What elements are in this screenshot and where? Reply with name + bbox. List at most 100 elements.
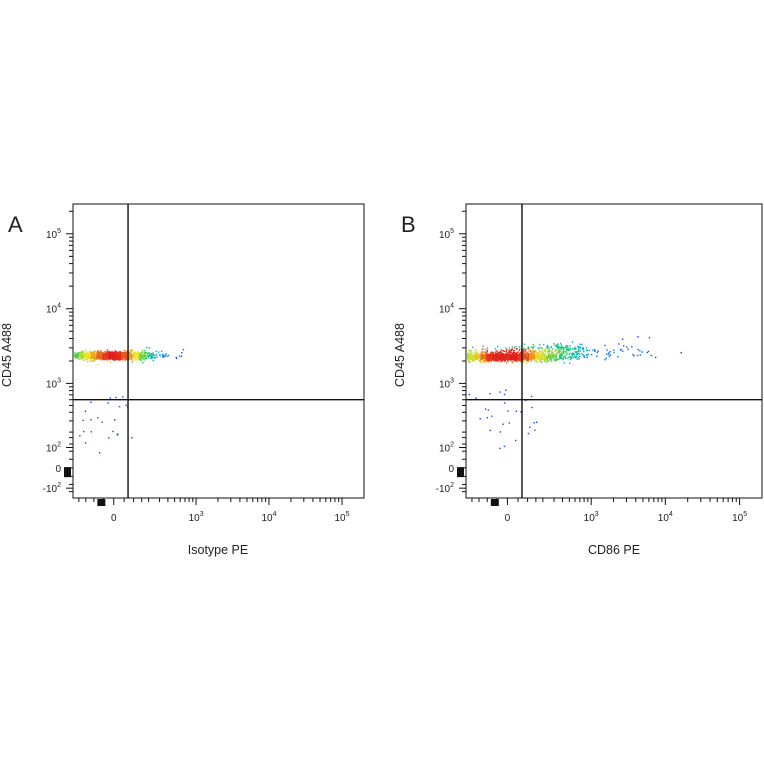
event-dot xyxy=(554,358,557,360)
event-dot xyxy=(116,358,118,361)
event-dot xyxy=(522,357,524,359)
event-dot xyxy=(515,358,518,360)
event-dot xyxy=(556,357,558,360)
event-dot xyxy=(492,354,494,356)
event-dot xyxy=(150,357,152,359)
event-dot xyxy=(495,354,497,356)
x-axis-title: CD86 PE xyxy=(588,543,640,557)
event-dot xyxy=(545,356,547,358)
event-dot xyxy=(95,352,97,354)
event-dot xyxy=(118,355,120,357)
event-dot xyxy=(533,354,535,356)
event-dot xyxy=(116,356,118,358)
x-axis-title: Isotype PE xyxy=(188,543,248,557)
event-dot xyxy=(579,355,581,358)
event-dot xyxy=(118,352,120,355)
event-dot xyxy=(569,345,571,347)
event-dot xyxy=(569,358,571,361)
event-dot xyxy=(475,397,477,399)
event-dot xyxy=(84,352,86,354)
event-dot xyxy=(114,354,116,356)
event-dot xyxy=(499,356,501,359)
event-dot xyxy=(487,409,490,411)
event-dot xyxy=(545,349,547,351)
event-dot xyxy=(482,356,484,358)
event-dot xyxy=(508,347,510,349)
event-dot xyxy=(515,354,518,356)
event-dot xyxy=(571,348,574,350)
events xyxy=(74,346,185,454)
event-dot xyxy=(520,411,522,413)
event-dot xyxy=(93,359,96,361)
event-dot xyxy=(556,352,558,354)
event-dot xyxy=(488,356,490,358)
event-dot xyxy=(490,361,492,363)
y-axis-title: CD45 A488 xyxy=(393,323,407,387)
event-dot xyxy=(494,347,497,350)
event-dot xyxy=(96,358,98,360)
event-dot xyxy=(475,358,478,360)
event-dot xyxy=(96,355,99,357)
event-dot xyxy=(559,357,561,359)
event-dot xyxy=(517,354,520,356)
event-dot xyxy=(534,359,537,361)
event-dot xyxy=(507,355,509,357)
event-dot xyxy=(497,358,499,360)
event-dot xyxy=(110,356,112,358)
event-dot xyxy=(566,348,568,350)
event-dot xyxy=(483,359,485,362)
event-dot xyxy=(472,352,474,354)
event-dot xyxy=(109,351,111,354)
event-dot xyxy=(474,355,476,357)
event-dot xyxy=(607,353,610,355)
y-axis: 105 104 103 102 0 -102 xyxy=(43,210,73,495)
event-dot xyxy=(508,355,510,357)
event-dot xyxy=(87,354,90,356)
event-dot xyxy=(543,350,545,352)
event-dot xyxy=(573,356,575,358)
event-dot xyxy=(81,356,83,358)
event-dot xyxy=(505,347,507,349)
x-tick-label: 0 xyxy=(111,513,117,524)
event-dot xyxy=(481,351,483,353)
event-dot xyxy=(103,352,105,355)
event-dot xyxy=(552,357,554,359)
event-dot xyxy=(484,352,487,354)
event-dot xyxy=(506,358,509,360)
event-dot xyxy=(511,348,513,350)
event-dot xyxy=(468,358,470,360)
event-dot xyxy=(95,350,97,352)
event-dot xyxy=(523,343,526,345)
event-dot xyxy=(155,354,157,356)
event-dot xyxy=(498,354,500,357)
y-tick-label: 103 xyxy=(439,377,454,390)
event-dot xyxy=(497,353,499,355)
event-dot xyxy=(575,351,577,354)
event-dot xyxy=(529,355,531,358)
event-dot xyxy=(559,342,562,345)
event-dot xyxy=(503,402,506,404)
event-dot xyxy=(83,359,85,361)
event-dot xyxy=(604,344,606,347)
event-dot xyxy=(117,358,120,360)
event-dot xyxy=(137,351,140,354)
event-dot xyxy=(467,355,469,358)
event-dot xyxy=(93,351,96,353)
event-dot xyxy=(530,352,532,355)
event-dot xyxy=(131,437,133,439)
event-dot xyxy=(143,351,145,354)
event-dot xyxy=(85,442,87,444)
event-dot xyxy=(563,356,565,358)
event-dot xyxy=(501,353,504,355)
event-dot xyxy=(472,355,475,357)
event-dot xyxy=(120,358,122,360)
event-dot xyxy=(480,354,482,357)
event-dot xyxy=(84,356,86,358)
event-dot xyxy=(498,358,500,360)
event-dot xyxy=(511,352,514,355)
event-dot xyxy=(576,353,578,355)
event-dot xyxy=(84,349,87,351)
event-dot xyxy=(79,353,81,355)
event-dot xyxy=(94,355,96,357)
event-dot xyxy=(575,355,577,358)
